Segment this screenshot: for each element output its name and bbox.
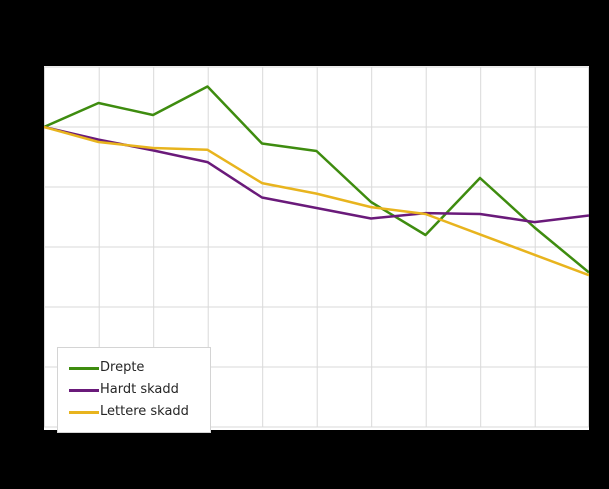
series-line-lettere-skadd: [44, 125, 589, 277]
legend-label: Lettere skadd: [100, 404, 189, 419]
series-lines: [44, 85, 589, 277]
legend-item-hardt-skadd: Hardt skadd: [69, 379, 198, 401]
series-line-hardt-skadd: [44, 125, 589, 224]
legend-swatch-icon: [69, 388, 99, 392]
legend: Drepte Hardt skadd Lettere skadd: [57, 347, 211, 433]
plot-area: Drepte Hardt skadd Lettere skadd: [44, 66, 589, 433]
legend-label: Hardt skadd: [100, 382, 179, 397]
legend-item-lettere-skadd: Lettere skadd: [69, 401, 198, 423]
series-line-drepte: [44, 85, 589, 274]
gridlines: [44, 66, 589, 428]
legend-swatch-icon: [69, 410, 99, 414]
chart-svg: [44, 66, 589, 428]
legend-item-drepte: Drepte: [69, 357, 198, 379]
legend-swatch-icon: [69, 366, 99, 370]
legend-label: Drepte: [100, 360, 145, 375]
